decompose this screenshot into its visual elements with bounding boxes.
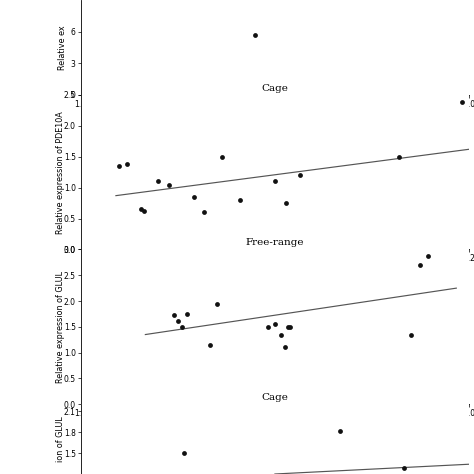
Point [407,331,415,338]
Point [155,178,162,185]
Point [336,427,344,435]
Point [296,172,303,179]
Point [458,99,466,106]
Point [140,207,148,215]
Point [282,199,289,207]
Title: Cage: Cage [262,393,288,402]
Point [201,209,208,216]
Point [206,341,214,349]
Point [213,300,220,308]
Point [123,160,130,168]
Point [271,178,279,185]
Point [137,205,145,213]
X-axis label: IMP content: IMP content [251,264,299,273]
Point [236,196,243,204]
Point [278,331,285,338]
X-axis label: IMP content: IMP content [251,110,299,119]
Point [284,323,292,330]
Point [178,323,185,330]
Point [190,193,198,201]
Point [401,465,408,472]
Y-axis label: ion of GLUL: ion of GLUL [56,416,65,462]
Point [282,344,289,351]
Title: Free-range: Free-range [246,238,304,247]
Point [287,323,294,330]
Point [165,181,173,188]
Y-axis label: Relative expression of GLUL: Relative expression of GLUL [56,271,65,383]
Title: Cage: Cage [262,83,288,92]
Point [181,449,188,457]
Point [395,153,402,161]
Point [183,310,191,318]
Point [271,320,279,328]
Point [218,153,226,161]
X-axis label: IMP content: IMP content [251,419,299,428]
Point [252,31,259,38]
Y-axis label: Relative expression of PDE10A: Relative expression of PDE10A [56,111,65,234]
Point [174,317,182,324]
Point [170,312,178,319]
Point [424,252,432,259]
Point [116,162,123,170]
Point [416,261,424,269]
Y-axis label: Relative ex
: Relative ex [58,25,78,70]
Point [264,323,272,330]
